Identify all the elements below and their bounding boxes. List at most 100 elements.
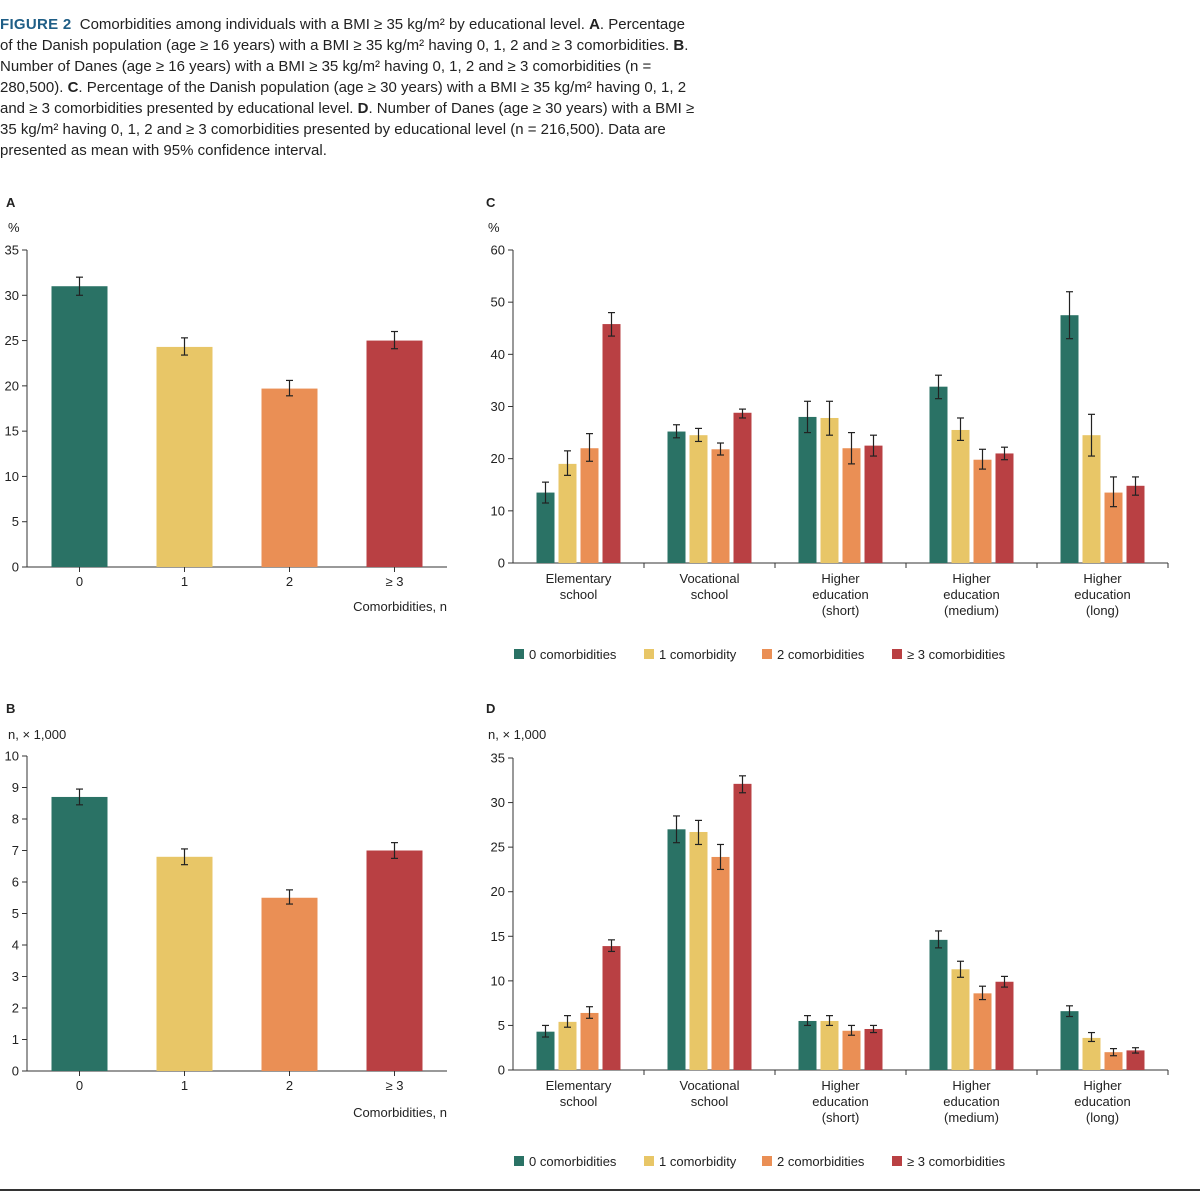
y-tick-label: 25 [491, 840, 505, 855]
bar [733, 412, 752, 563]
bar [995, 981, 1014, 1070]
caption-part-text-d: . Number of Danes (age ≥ 30 years) with … [0, 100, 695, 159]
y-tick-label: 10 [491, 503, 505, 518]
y-tick-label: 60 [491, 243, 505, 258]
x-tick-label: Higher education (medium) [943, 571, 999, 618]
x-tick-label: Vocational school [680, 571, 740, 602]
chart-panel-a: A% 0 5 10 15 20 25 30 35 0 1 2 ≥ 3 Comorbidities, n [5, 195, 447, 614]
panel-label: C [486, 195, 496, 210]
legend-label: 1 comorbidity [659, 1154, 737, 1169]
bar [156, 856, 213, 1071]
bar [733, 783, 752, 1070]
x-tick-label: Elementary school [546, 571, 612, 602]
x-tick-label-line: Higher [1083, 1078, 1122, 1093]
panel-label: A [6, 195, 16, 210]
x-tick-label: Elementary school [546, 1078, 612, 1109]
x-tick-label: 0 [76, 574, 83, 589]
caption-part-text-a: . Percentage of the Danish population (a… [0, 16, 685, 54]
y-tick-label: 3 [12, 969, 19, 984]
legend-label: ≥ 3 comorbidities [907, 1154, 1006, 1169]
x-tick-label-line: education [1074, 1094, 1130, 1109]
bar [951, 969, 970, 1070]
bar [1104, 492, 1123, 563]
caption-part-label-c: C [67, 79, 79, 96]
x-tick-label-line: school [560, 587, 598, 602]
x-tick-label-line: education [1074, 587, 1130, 602]
bar [995, 453, 1014, 563]
x-axis-label: Comorbidities, n [353, 1105, 447, 1120]
legend-label: 2 comorbidities [777, 1154, 865, 1169]
y-tick-label: 40 [491, 347, 505, 362]
bar [711, 856, 730, 1070]
bar [51, 286, 108, 567]
panel-label: D [486, 701, 495, 716]
bar [798, 416, 817, 563]
y-tick-label: 35 [5, 243, 19, 258]
x-tick-label-line: Vocational [680, 571, 740, 586]
x-tick-label: ≥ 3 [386, 1078, 404, 1093]
bar [536, 1031, 555, 1070]
x-tick-label: Vocational school [680, 1078, 740, 1109]
bar [864, 445, 883, 563]
bar [51, 796, 108, 1071]
legend-swatch [762, 649, 772, 659]
panel-label: B [6, 701, 15, 716]
y-tick-label: 2 [12, 1001, 19, 1016]
x-tick-label-line: (long) [1086, 1110, 1119, 1125]
y-tick-label: 50 [491, 295, 505, 310]
x-tick-label-line: education [812, 1094, 868, 1109]
bar [1060, 315, 1079, 563]
legend-swatch [644, 649, 654, 659]
x-tick-label-line: Higher [1083, 571, 1122, 586]
x-tick-label: Higher education (short) [812, 1078, 868, 1125]
bar [820, 1020, 839, 1070]
x-tick-label-line: school [691, 1094, 729, 1109]
bar [580, 448, 599, 563]
caption-part-label-a: A [589, 16, 600, 33]
x-tick-label-line: school [560, 1094, 598, 1109]
x-tick-label-line: (long) [1086, 603, 1119, 618]
x-tick-label-line: education [812, 587, 868, 602]
figure-lead: FIGURE 2 [0, 16, 72, 33]
bar [864, 1028, 883, 1070]
x-tick-label-line: school [691, 587, 729, 602]
bar [366, 340, 423, 567]
y-tick-label: 30 [491, 795, 505, 810]
x-tick-label: Higher education (long) [1074, 571, 1130, 618]
bar [156, 346, 213, 567]
y-tick-label: 25 [5, 333, 19, 348]
x-tick-label: 2 [286, 1078, 293, 1093]
x-tick-label: 1 [181, 574, 188, 589]
bar [1104, 1052, 1123, 1070]
x-tick-label-line: education [943, 587, 999, 602]
x-tick-label: Higher education (short) [812, 571, 868, 618]
y-tick-label: 15 [491, 929, 505, 944]
y-tick-label: 20 [491, 884, 505, 899]
legend-swatch [762, 1156, 772, 1166]
x-tick-label-line: (short) [822, 603, 860, 618]
y-tick-label: 7 [12, 843, 19, 858]
bar [1082, 435, 1101, 563]
x-tick-label-line: Higher [821, 571, 860, 586]
bar [689, 831, 708, 1070]
y-tick-label: 5 [12, 906, 19, 921]
bar [1126, 1050, 1145, 1070]
y-tick-label: 10 [491, 973, 505, 988]
y-tick-label: 20 [5, 378, 19, 393]
bar [951, 429, 970, 563]
bottom-divider [0, 1189, 1200, 1191]
x-tick-label-line: education [943, 1094, 999, 1109]
y-tick-label: 8 [12, 812, 19, 827]
legend-swatch [644, 1156, 654, 1166]
bar [1082, 1037, 1101, 1070]
x-tick-label: 1 [181, 1078, 188, 1093]
bar [973, 993, 992, 1070]
bar [798, 1020, 817, 1070]
legend-label: 2 comorbidities [777, 647, 865, 662]
y-tick-label: 0 [12, 560, 19, 575]
y-tick-label: 0 [12, 1064, 19, 1079]
x-tick-label: ≥ 3 [386, 574, 404, 589]
